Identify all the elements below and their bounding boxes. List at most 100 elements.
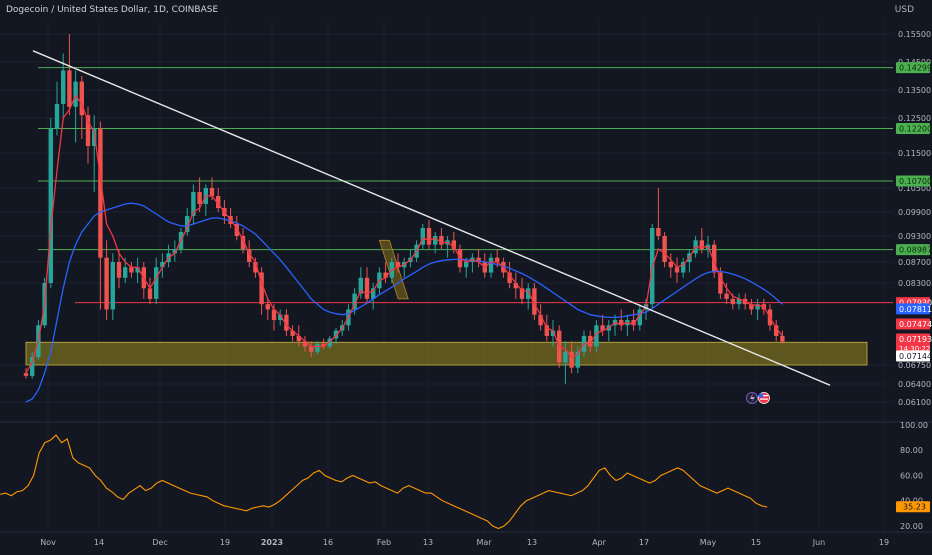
candle-body	[426, 228, 432, 245]
candle-body	[247, 249, 252, 262]
candle-body	[290, 330, 295, 336]
candle-body	[85, 115, 91, 146]
candle-body	[668, 262, 673, 268]
candle-body	[439, 236, 444, 245]
candle-body	[718, 272, 723, 294]
price-tick-9: 0.08300	[898, 279, 931, 288]
trendline-line	[32, 50, 831, 386]
ma-fast-line	[25, 94, 783, 374]
candle-body	[191, 192, 196, 216]
time-label-8: Mar	[476, 538, 492, 547]
candle-body	[526, 288, 531, 299]
candle-body	[129, 267, 134, 273]
candle-body	[253, 262, 258, 273]
price-label-bg-2	[896, 333, 930, 354]
candle-body	[550, 330, 556, 336]
rsi-line	[0, 434, 768, 530]
candle-body	[395, 262, 401, 268]
price-labels: 0.14299 0.12200 0.10700 0.08987 0.079300.078…	[896, 62, 932, 362]
candle-body	[309, 346, 314, 352]
candle-body	[371, 288, 376, 299]
candle-body	[61, 70, 66, 104]
price-label-2: 0.07193	[899, 335, 932, 344]
rsi-tick-2: 60.00	[900, 471, 923, 480]
candles[interactable]	[23, 34, 785, 384]
candle-body	[30, 357, 35, 376]
candle-body	[154, 267, 159, 299]
candle-body	[544, 325, 549, 336]
candle-body	[172, 249, 177, 254]
candle-body	[278, 314, 283, 321]
time-axis: Nov 14 Dec 19 2023 16 Feb 13 Mar 13 Apr 17 May 15 Jun 1…	[40, 538, 889, 547]
price-tick-7: 0.09300	[898, 232, 931, 241]
candle-body	[364, 277, 370, 299]
price-tick-12: 0.06100	[898, 398, 931, 407]
moving-averages	[25, 94, 783, 403]
time-label-2: Dec	[152, 538, 167, 547]
candle-body	[116, 262, 122, 278]
candle-body	[699, 240, 704, 249]
candle-body	[104, 257, 109, 310]
time-label-15: 19	[879, 538, 889, 547]
horizontal-levels	[38, 67, 893, 304]
candle-body	[575, 351, 580, 368]
time-label-9: 13	[527, 538, 537, 547]
rsi-current-label: 35.23	[903, 503, 926, 512]
level-label-4: 0.07930	[899, 299, 932, 308]
candle-body	[92, 128, 97, 146]
price-label-1: 0.07474	[899, 320, 932, 329]
candle-body	[507, 272, 512, 283]
candle-body	[315, 343, 320, 352]
us-flag-stripe	[760, 395, 768, 397]
candle-body	[476, 257, 481, 262]
candle-body	[54, 104, 60, 129]
candle-body	[662, 236, 667, 262]
price-label-bg-1	[896, 318, 930, 330]
currency-label: USD	[894, 5, 914, 15]
time-label-10: Apr	[592, 538, 607, 547]
candle-body	[302, 341, 308, 347]
time-label-11: 17	[639, 538, 649, 547]
candle-body	[730, 298, 735, 305]
price-label-countdown: 14:30:22	[899, 345, 930, 353]
candle-body	[495, 257, 500, 262]
candle-body	[383, 272, 388, 278]
event-icons[interactable]	[746, 392, 770, 404]
candle-body	[712, 244, 717, 273]
us-flag-stripe	[760, 398, 768, 400]
candle-body	[271, 309, 277, 321]
time-label-3: 19	[220, 538, 230, 547]
price-tick-5: 0.10500	[898, 184, 931, 193]
rsi-tick-3: 40.00	[900, 497, 923, 506]
candle-body	[284, 314, 289, 331]
rsi-tick-0: 100.00	[900, 421, 928, 430]
candle-body	[110, 262, 115, 310]
candle-body	[160, 262, 165, 268]
level-label-0: 0.14299	[899, 64, 932, 73]
candle-body	[197, 192, 202, 204]
time-label-1: 14	[94, 538, 104, 547]
candle-body	[451, 240, 456, 249]
candle-body	[563, 351, 568, 363]
price-tick-3: 0.12500	[898, 114, 931, 123]
rsi-tick-1: 80.00	[900, 446, 923, 455]
price-tick-11: 0.06400	[898, 380, 931, 389]
time-label-7: 13	[423, 538, 433, 547]
candle-body	[488, 257, 494, 273]
level-label-bg-3	[896, 244, 930, 256]
trendline[interactable]	[32, 50, 831, 386]
candle-body	[296, 335, 301, 342]
support-zone-rect	[25, 341, 868, 366]
candle-body	[656, 228, 661, 236]
candle-body	[724, 293, 729, 299]
rsi-tick-4: 20.00	[900, 522, 923, 531]
ma-slow-line	[25, 202, 783, 403]
candle-body	[234, 224, 239, 236]
time-label-6: Feb	[377, 538, 391, 547]
candle-body	[23, 373, 29, 376]
candle-body	[327, 338, 332, 347]
candle-body	[420, 228, 425, 245]
candle-body	[209, 188, 215, 196]
